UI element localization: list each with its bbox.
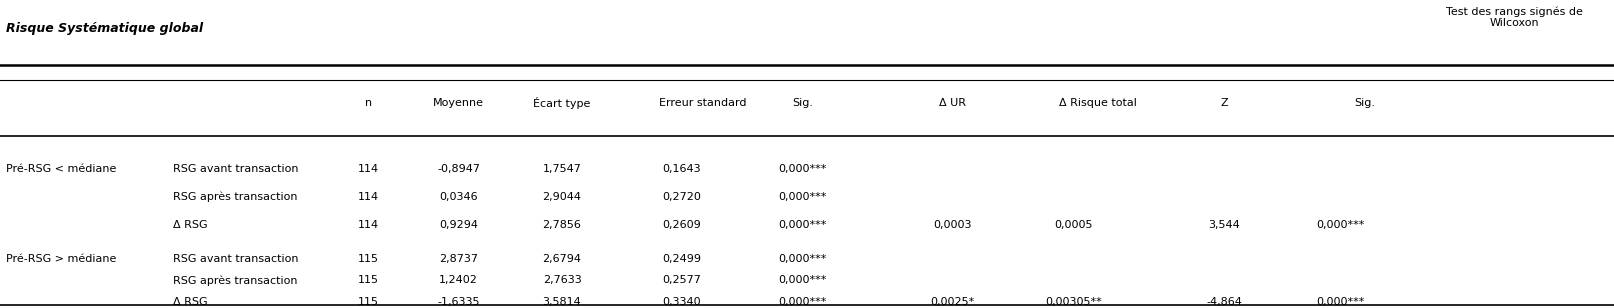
Text: 0,0025*: 0,0025* [930,297,975,307]
Text: RSG avant transaction: RSG avant transaction [173,254,299,264]
Text: Δ RSG: Δ RSG [173,297,207,307]
Text: Δ UR: Δ UR [939,98,965,108]
Text: 0,000***: 0,000*** [778,297,826,307]
Text: 0,3340: 0,3340 [662,297,700,307]
Text: n: n [365,98,371,108]
Text: -4,864: -4,864 [1206,297,1241,307]
Text: Pré-RSG > médiane: Pré-RSG > médiane [6,254,116,264]
Text: 0,1643: 0,1643 [662,164,700,174]
Text: 0,000***: 0,000*** [1315,297,1364,307]
Text: Δ RSG: Δ RSG [173,220,207,230]
Text: 2,9044: 2,9044 [542,192,581,202]
Text: 0,000***: 0,000*** [778,275,826,285]
Text: 0,0003: 0,0003 [933,220,972,230]
Text: 2,7633: 2,7633 [542,275,581,285]
Text: Erreur standard: Erreur standard [659,98,746,108]
Text: 2,6794: 2,6794 [542,254,581,264]
Text: Sig.: Sig. [791,98,813,108]
Text: 115: 115 [357,275,379,285]
Text: 114: 114 [357,192,379,202]
Text: -0,8947: -0,8947 [437,164,479,174]
Text: 0,000***: 0,000*** [778,192,826,202]
Text: 0,2720: 0,2720 [662,192,700,202]
Text: Sig.: Sig. [1353,98,1375,108]
Text: Test des rangs signés de
Wilcoxon: Test des rangs signés de Wilcoxon [1446,6,1582,28]
Text: Pré-RSG < médiane: Pré-RSG < médiane [6,164,116,174]
Text: -1,6335: -1,6335 [437,297,479,307]
Text: 115: 115 [357,297,379,307]
Text: 3,5814: 3,5814 [542,297,581,307]
Text: 0,000***: 0,000*** [778,220,826,230]
Text: 0,000***: 0,000*** [778,164,826,174]
Text: 115: 115 [357,254,379,264]
Text: 0,0346: 0,0346 [439,192,478,202]
Text: Écart type: Écart type [533,97,591,109]
Text: RSG après transaction: RSG après transaction [173,192,297,202]
Text: 1,7547: 1,7547 [542,164,581,174]
Text: Risque Systématique global: Risque Systématique global [6,22,203,34]
Text: Z: Z [1220,98,1227,108]
Text: Δ Risque total: Δ Risque total [1059,98,1136,108]
Text: 0,2609: 0,2609 [662,220,700,230]
Text: Moyenne: Moyenne [433,98,484,108]
Text: 0,2499: 0,2499 [662,254,700,264]
Text: RSG après transaction: RSG après transaction [173,275,297,286]
Text: 1,2402: 1,2402 [439,275,478,285]
Text: 0,2577: 0,2577 [662,275,700,285]
Text: 0,000***: 0,000*** [1315,220,1364,230]
Text: 114: 114 [357,220,379,230]
Text: 0,0005: 0,0005 [1054,220,1093,230]
Text: 2,8737: 2,8737 [439,254,478,264]
Text: 0,00305**: 0,00305** [1044,297,1102,307]
Text: RSG avant transaction: RSG avant transaction [173,164,299,174]
Text: 3,544: 3,544 [1207,220,1240,230]
Text: 2,7856: 2,7856 [542,220,581,230]
Text: 0,9294: 0,9294 [439,220,478,230]
Text: 0,000***: 0,000*** [778,254,826,264]
Text: 114: 114 [357,164,379,174]
